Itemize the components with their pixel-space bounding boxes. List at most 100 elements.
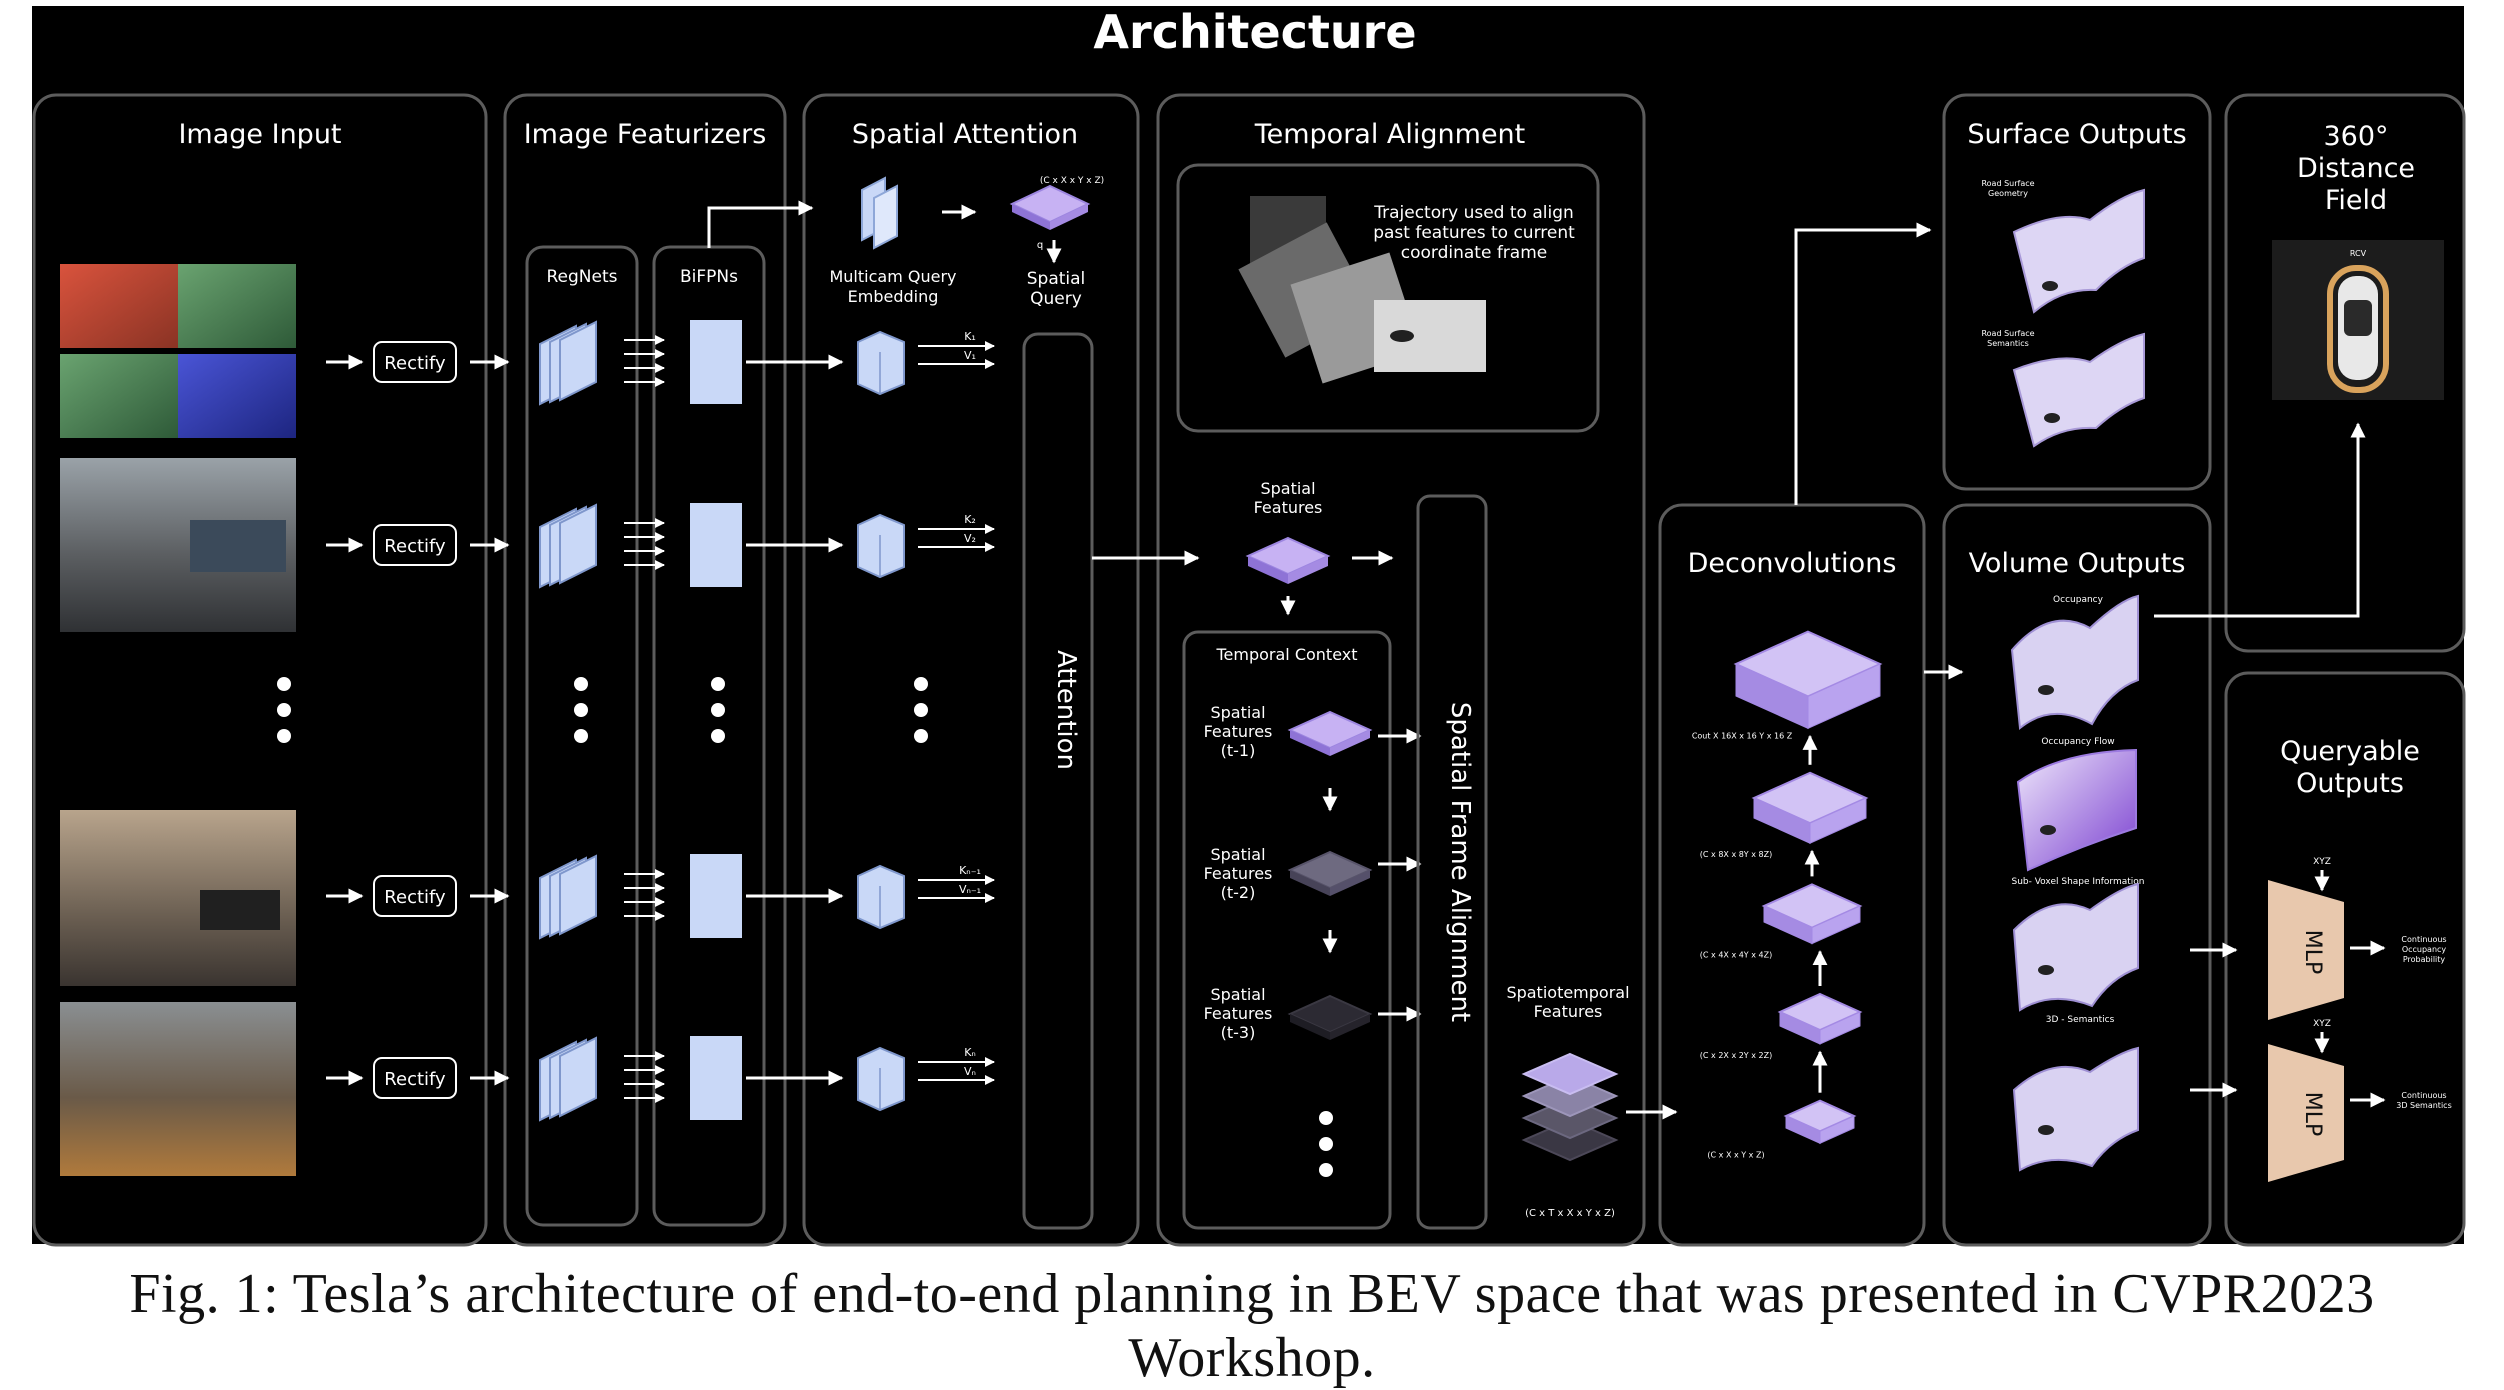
road-semantics-car <box>2044 413 2060 423</box>
diagram-title: Architecture <box>1093 5 1416 59</box>
regnet-sheet <box>559 854 597 936</box>
subvoxel-volume <box>2012 882 2139 1012</box>
trajectory-text-1: Trajectory used to align <box>1373 203 1574 223</box>
temporal-feature-t3: Spatial Features (t-3) <box>1204 985 1422 1042</box>
xyz-label-2: XYZ <box>2313 1019 2331 1029</box>
semantics-3d-volume <box>2012 1046 2139 1172</box>
bifpn-block <box>690 320 742 404</box>
panel-title-distance-field-3: Field <box>2325 185 2387 216</box>
key-label: Kₙ <box>964 1046 976 1059</box>
subvoxel-car <box>2038 965 2054 975</box>
cont-sem-1: Continuous <box>2401 1091 2446 1100</box>
rectify-row-1: Rectify <box>326 341 510 383</box>
sf-t2-label-2: Features <box>1204 864 1273 883</box>
panel-image-input <box>32 93 488 1247</box>
deconv-dims-label: (C x 4X x 4Y x 4Z) <box>1700 951 1772 960</box>
occupancy-flow-car <box>2040 825 2056 835</box>
panel-surface-outputs <box>1942 93 2212 491</box>
sf-t1-label-2: Features <box>1204 722 1273 741</box>
ellipsis-dots <box>277 677 1333 1177</box>
camera-bus <box>190 520 286 572</box>
deconv-slab-1: (C x X x Y x Z) <box>1707 1050 1857 1159</box>
feature-row-3: Kₙ₋₁ Vₙ₋₁ <box>539 854 995 940</box>
cont-sem-2: 3D Semantics <box>2396 1101 2451 1110</box>
semantics-3d-label: 3D - Semantics <box>2046 1015 2115 1025</box>
key-label: K₂ <box>964 513 976 526</box>
feature-row-2: K₂ V₂ <box>539 503 995 589</box>
panel-spatial-attention <box>802 93 1140 1247</box>
deconv-slab-right <box>1819 1115 1855 1145</box>
key-label: K₁ <box>964 330 976 343</box>
sf-t3-label-3: (t-3) <box>1221 1023 1256 1042</box>
panel-distance-field <box>2224 93 2466 653</box>
road-geometry-car <box>2042 281 2058 291</box>
temporal-context-box <box>1182 630 1392 1230</box>
rectify-label-3: Rectify <box>384 887 446 908</box>
regnet-sheet <box>559 1036 597 1118</box>
key-value-cube <box>857 513 905 579</box>
bifpn-to-query-arrow <box>707 200 814 248</box>
cont-occ-3: Probability <box>2403 955 2446 964</box>
rectify-row-2: Rectify <box>326 524 510 566</box>
camera-image-street-3 <box>60 1002 296 1176</box>
cont-occ-1: Continuous <box>2401 935 2446 944</box>
deconv-slab-3: (C x 4X x 4Y x 4Z) <box>1700 849 1863 960</box>
occupancy-volume <box>2010 594 2139 730</box>
camera-image-green <box>178 264 296 348</box>
road-geometry-label-1: Road Surface <box>1981 179 2034 188</box>
occupancy-to-distance-arrow <box>2154 422 2366 618</box>
temporal-context-label: Temporal Context <box>1215 645 1357 664</box>
mlp-block-2 <box>2268 1044 2344 1182</box>
panel-volume-outputs <box>1942 503 2212 1247</box>
attention-block <box>1022 332 1094 1230</box>
bifpns-label: BiFPNs <box>680 267 738 287</box>
regnet-sheet <box>559 320 597 402</box>
deconv-dims-label: (C x 2X x 2Y x 2Z) <box>1700 1051 1772 1060</box>
rectify-label-2: Rectify <box>384 536 446 557</box>
occupancy-flow-label: Occupancy Flow <box>2041 737 2114 747</box>
multicam-query-label-2: Embedding <box>848 287 939 306</box>
trajectory-box <box>1176 163 1600 433</box>
panel-title-queryable-2: Outputs <box>2296 768 2404 799</box>
panel-title-volume-outputs: Volume Outputs <box>1969 548 2186 579</box>
architecture-diagram: Architecture Image Input Image Featurize… <box>32 5 2466 1247</box>
deconv-stack: (C x X x Y x Z) (C x 2X x 2Y x 2Z) (C x 4X… <box>1692 630 1883 1159</box>
spatial-query-label-2: Query <box>1030 289 1082 309</box>
occupancy-car <box>2038 685 2054 695</box>
sf-t3-label-2: Features <box>1204 1004 1273 1023</box>
distance-field-car-roof <box>2344 300 2372 336</box>
occupancy-flow-volume <box>2016 748 2137 872</box>
sf-t1-label-3: (t-1) <box>1221 741 1256 760</box>
sf-t1-label-1: Spatial <box>1210 703 1265 722</box>
camera-grid <box>60 264 296 438</box>
query-embedding-icon <box>861 176 898 250</box>
distance-field-ring <box>2327 265 2389 393</box>
multicam-query-label-1: Multicam Query <box>829 267 956 286</box>
sf-t2-label-3: (t-2) <box>1221 883 1256 902</box>
panel-title-distance-field-1: 360° <box>2323 121 2388 152</box>
regnets-column <box>525 245 639 1227</box>
deconv-slab-right <box>1807 663 1881 730</box>
regnet-sheet <box>559 503 597 585</box>
spatiotemporal-label-1: Spatiotemporal <box>1506 983 1629 1002</box>
trajectory-text-3: coordinate frame <box>1401 243 1547 263</box>
spatial-query-cube <box>1009 184 1091 230</box>
spatiotemporal-dims: (C x T x X x Y x Z) <box>1525 1208 1615 1219</box>
mlp-label-2: MLP <box>2300 1092 2325 1137</box>
regnets-label: RegNets <box>547 267 618 287</box>
semantics-3d-car <box>2038 1125 2054 1135</box>
feature-rows: K₁ V₁ K₂ V₂ Kₙ₋₁ Vₙ₋₁ Kₙ Vₙ <box>539 320 995 1122</box>
spatial-frame-alignment-label: Spatial Frame Alignment <box>1445 702 1475 1022</box>
panel-title-temporal-alignment: Temporal Alignment <box>1254 119 1526 150</box>
subvoxel-label: Sub- Voxel Shape Information <box>2011 877 2144 887</box>
bifpn-block <box>690 1036 742 1120</box>
panel-queryable-outputs <box>2224 671 2466 1247</box>
spatial-query-label-1: Spatial <box>1027 269 1086 289</box>
rectify-row-3: Rectify <box>326 875 510 917</box>
sf-t3-label-1: Spatial <box>1210 985 1265 1004</box>
panel-title-image-input: Image Input <box>178 119 341 150</box>
rectify-label-1: Rectify <box>384 353 446 374</box>
deconv-dims-label: (C x 8X x 8Y x 8Z) <box>1700 850 1772 859</box>
value-label: V₁ <box>964 349 976 362</box>
deconv-slab-right <box>1811 905 1861 945</box>
